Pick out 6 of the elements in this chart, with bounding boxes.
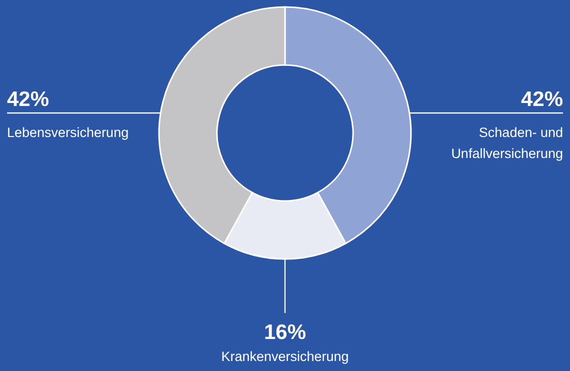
data-label: 16% <box>264 321 306 344</box>
slice-label: Lebensversicherung <box>7 125 129 140</box>
slice-label: Krankenversicherung <box>221 349 349 364</box>
data-label: 42% <box>7 88 50 111</box>
data-label: 42% <box>520 88 564 111</box>
slice-label: Schaden- und Unfallversicherung <box>451 125 563 161</box>
